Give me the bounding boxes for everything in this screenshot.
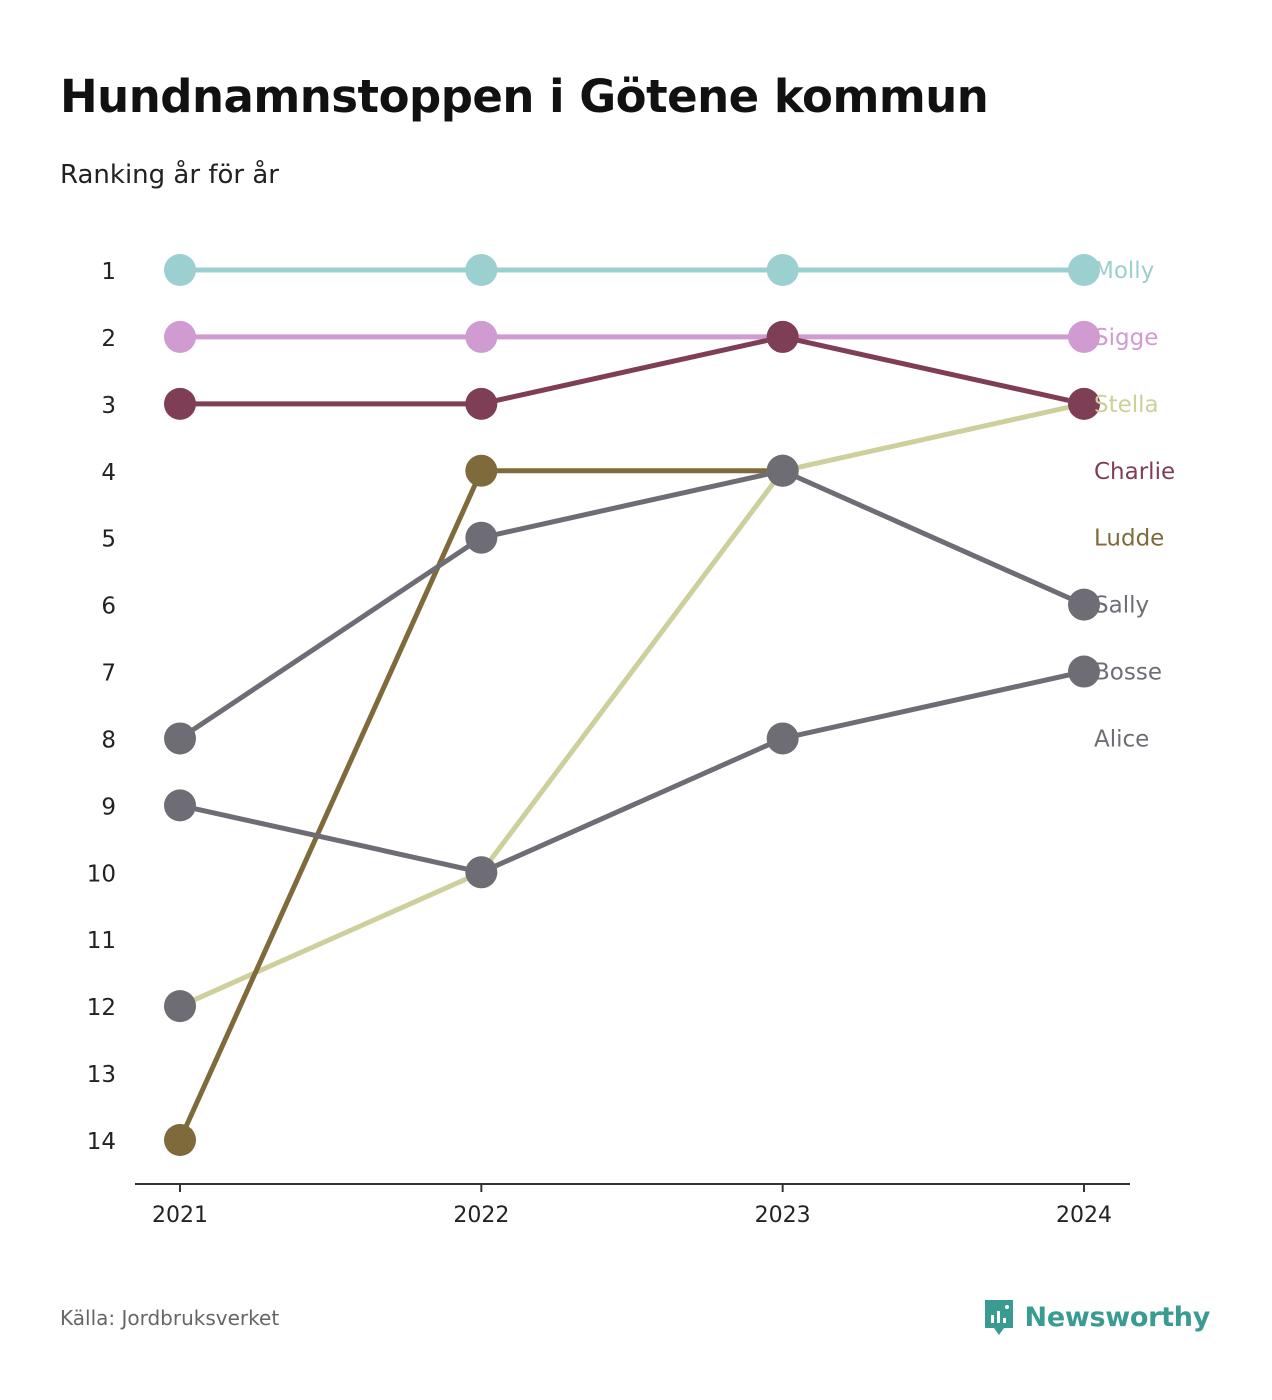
y-tick-label: 6: [101, 594, 116, 620]
y-tick-label: 5: [101, 527, 116, 553]
brand[interactable]: Newsworthy: [983, 1298, 1210, 1336]
x-axis-ticks: 2021 2022 2023 2024: [152, 1184, 1112, 1228]
line-segment-alice: [478, 735, 786, 875]
point-sigge: [164, 320, 196, 353]
series-label-charlie: Charlie: [1094, 459, 1175, 485]
x-tick-label: 2022: [453, 1203, 509, 1228]
chart-subtitle: Ranking år för år: [60, 160, 279, 190]
point-molly: [465, 254, 498, 286]
series-label-stella: Stella: [1094, 392, 1159, 418]
series-lines: [177, 267, 1087, 1143]
point-ludde: [465, 454, 498, 487]
series-label-bosse: Bosse: [1094, 660, 1162, 686]
y-tick-label: 3: [101, 393, 116, 419]
series-label-sally: Sally: [1094, 593, 1149, 619]
brand-name: Newsworthy: [1024, 1301, 1211, 1333]
y-tick-label: 13: [87, 1062, 116, 1088]
y-tick-label: 1: [101, 259, 116, 285]
point-molly: [766, 254, 799, 286]
point-sigge: [1068, 320, 1100, 353]
point-bosse: [164, 990, 196, 1023]
series-label-molly: Molly: [1094, 258, 1154, 284]
source-note: Källa: Jordbruksverket: [60, 1306, 280, 1330]
series-labels: Molly Sigge Stella Charlie Ludde Sally Bosse Al…: [1094, 258, 1175, 752]
series-label-alice: Alice: [1094, 726, 1149, 752]
y-tick-label: 2: [101, 326, 116, 352]
point-ludde: [164, 1124, 196, 1156]
y-tick-label: 8: [101, 727, 116, 753]
point-alice: [766, 722, 799, 755]
line-segment-sally: [478, 468, 786, 541]
point-alice: [164, 789, 196, 822]
y-tick-label: 11: [87, 928, 116, 954]
y-tick-label: 10: [87, 861, 116, 887]
point-charlie: [164, 387, 196, 420]
point-sigge: [465, 320, 498, 353]
line-segment-sally: [177, 535, 484, 741]
series-label-ludde: Ludde: [1094, 526, 1164, 552]
line-segment-stella: [780, 401, 1087, 474]
newsworthy-logo-icon: [984, 1300, 1013, 1335]
x-tick-label: 2024: [1056, 1203, 1112, 1228]
point-molly: [164, 254, 196, 286]
point-molly: [1068, 254, 1100, 286]
y-tick-label: 12: [87, 995, 116, 1021]
point-sally: [465, 521, 498, 554]
line-segment-sally: [780, 468, 1087, 608]
line-segment-charlie: [478, 334, 786, 407]
point-sally: [766, 454, 799, 487]
point-alice: [465, 856, 498, 889]
chart-title: Hundnamnstoppen i Götene kommun: [60, 70, 989, 123]
line-segment-charlie: [780, 334, 1087, 407]
line-segment-alice: [780, 669, 1087, 741]
point-sally: [164, 722, 196, 755]
line-segment-alice: [177, 802, 484, 875]
series-label-sigge: Sigge: [1094, 325, 1158, 351]
line-segment-stella: [478, 468, 786, 875]
y-tick-label: 7: [101, 661, 116, 687]
x-tick-label: 2023: [755, 1203, 811, 1228]
point-charlie: [1068, 387, 1100, 420]
y-tick-label: 4: [101, 460, 116, 486]
x-tick-label: 2021: [152, 1203, 208, 1228]
point-charlie: [465, 387, 498, 420]
point-sally: [1068, 588, 1100, 621]
line-segment-ludde: [177, 468, 484, 1143]
point-charlie: [766, 320, 799, 353]
line-segment-stella: [177, 869, 484, 1009]
y-tick-label: 14: [87, 1129, 116, 1155]
point-alice: [1068, 655, 1100, 688]
y-tick-label: 9: [101, 794, 116, 820]
series-points: [164, 254, 1100, 1156]
